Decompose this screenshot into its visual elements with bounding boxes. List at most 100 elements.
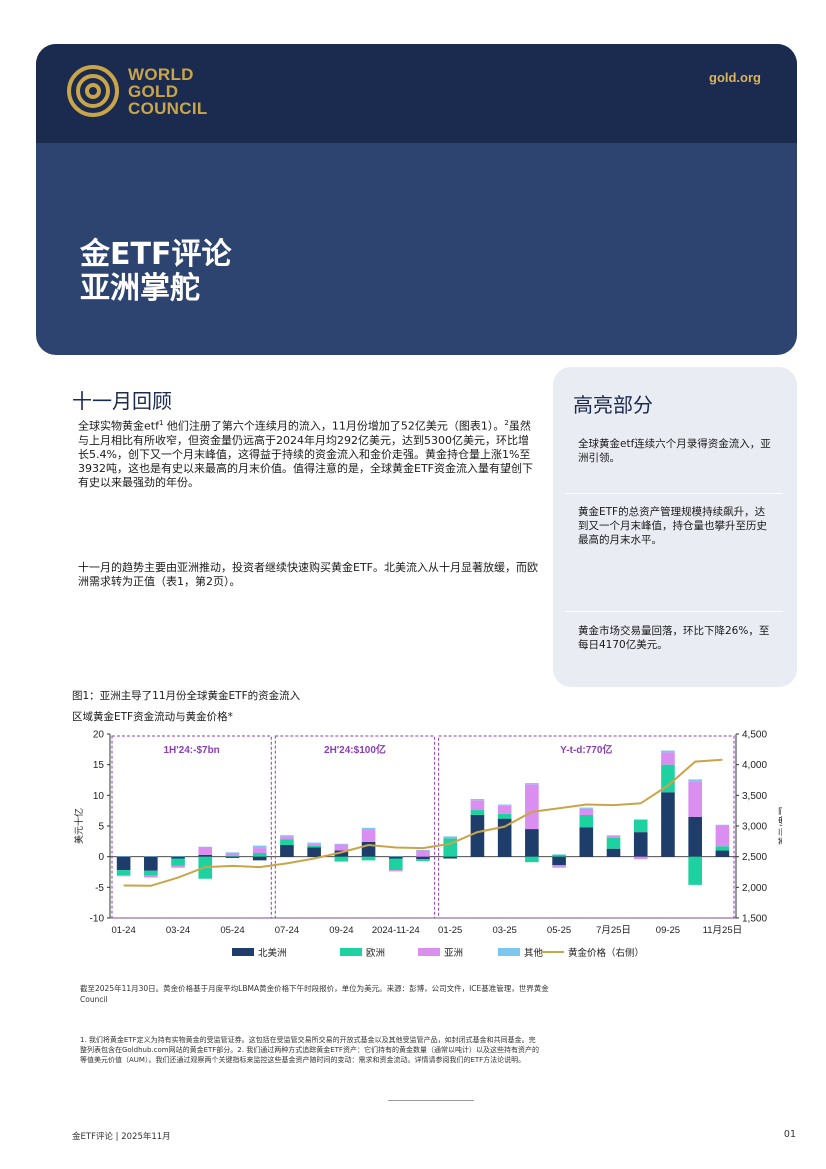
bar-segment-europe — [388, 858, 403, 871]
period-box — [438, 735, 735, 919]
bar-segment-north-america — [280, 845, 294, 857]
legend-label: 亚洲 — [444, 948, 463, 959]
x-tick-label: 03-24 — [166, 925, 190, 936]
bar-segment-other — [470, 799, 485, 801]
bar-segment-europe — [361, 856, 376, 861]
bar-segment-europe — [144, 870, 158, 876]
review-paragraph-1: 全球实物黄金etf1 他们注册了第六个连续月的流入，11月份增加了52亿美元（图… — [78, 416, 538, 491]
bar-segment-other — [443, 836, 458, 838]
para1-part-b: 他们注册了第六个连续月的流入，11月份增加了52亿美元（图表1）。 — [163, 419, 505, 433]
footnote-ref-2[interactable]: 2 — [504, 419, 509, 427]
bar-segment-north-america — [116, 856, 131, 871]
x-tick-label: 09-25 — [656, 925, 680, 936]
bar-segment-europe — [416, 859, 430, 861]
bar-segment-other — [633, 819, 648, 820]
x-tick-label: 05-25 — [547, 925, 571, 936]
bar-segment-north-america — [715, 850, 730, 857]
x-tick-label: 11月25日 — [703, 925, 742, 936]
bar-segment-north-america — [552, 856, 566, 866]
bar-segment-europe — [171, 858, 185, 866]
bar-segment-europe — [497, 813, 512, 819]
legend-swatch — [498, 948, 520, 956]
x-tick-label: 07-24 — [275, 925, 299, 936]
bar-segment-other — [198, 846, 213, 848]
bar-segment-other — [280, 835, 294, 837]
y2-tick-label: 3,000 — [742, 822, 767, 833]
bar-segment-asia — [116, 875, 131, 877]
bar-segment-north-america — [688, 816, 702, 857]
legend-label: 黄金价格（右侧） — [568, 947, 644, 959]
bar-segment-asia — [252, 848, 267, 853]
highlights-heading: 高亮部分 — [573, 393, 653, 417]
bar-segment-asia — [525, 784, 539, 830]
bar-segment-europe — [280, 839, 294, 846]
bar-segment-asia — [416, 850, 430, 857]
bar-segment-other — [606, 835, 621, 836]
bar-segment-asia — [280, 836, 294, 840]
bar-segment-north-america — [334, 850, 349, 857]
bar-segment-other — [225, 852, 240, 853]
bar-segment-other — [579, 807, 594, 809]
wgc-logo[interactable]: WORLD GOLD COUNCIL — [66, 64, 226, 126]
bar-segment-north-america — [225, 856, 240, 858]
bar-segment-other — [688, 779, 702, 782]
bar-segment-north-america — [470, 814, 485, 857]
bar-segment-europe — [225, 856, 240, 857]
etf-flow-chart: -10 -5 0 5 10 15 20 1,500 2,000 2,500 3,000 3,500 4,… — [73, 730, 782, 960]
bar-segment-other — [116, 856, 131, 857]
y2-axis-title: 美元/盎司 — [777, 806, 782, 845]
bar-segment-north-america — [307, 847, 321, 857]
x-tick-label: 01-25 — [438, 925, 462, 936]
bar-segment-other — [416, 849, 430, 851]
bar-segment-other — [552, 854, 566, 855]
period-annotation: Y-t-d:770亿 — [560, 743, 612, 756]
highlight-divider — [565, 493, 783, 494]
y2-tick-label: 2,000 — [742, 883, 767, 894]
bar-segment-europe — [606, 837, 621, 849]
bar-segment-europe — [633, 819, 648, 833]
title-line-2: 亚洲掌舵 — [80, 271, 200, 306]
period-annotation: 1H'24:-$7bn — [164, 745, 220, 756]
bar-segment-asia — [307, 843, 321, 846]
bar-segment-europe — [116, 870, 131, 876]
bar-segment-other — [497, 804, 512, 806]
title-line-1: 金ETF评论 — [80, 237, 232, 272]
site-link[interactable]: gold.org — [709, 70, 761, 85]
bar-segment-europe — [552, 854, 566, 857]
period-box — [274, 735, 436, 919]
y2-tick-label: 4,000 — [742, 760, 767, 771]
footnote-ref-1[interactable]: 1 — [158, 419, 164, 427]
legend-swatch — [232, 948, 254, 956]
figure-subtitle: 区域黄金ETF资金流动与黄金价格* — [72, 711, 233, 723]
bar-segment-north-america — [633, 832, 648, 857]
bar-segment-north-america — [525, 829, 539, 857]
footnotes: 1. 我们将黄金ETF定义为持有实物黄金的受监管证券。这包括在受监管交易所交易的… — [80, 1036, 539, 1064]
page-number: 01 — [783, 1129, 796, 1140]
bar-segment-other — [171, 856, 185, 857]
figure-title: 图1：亚洲主导了11月份全球黄金ETF的资金流入 — [72, 690, 301, 702]
page-title: 金ETF评论 亚洲掌舵 — [80, 238, 231, 306]
gold-price-line — [123, 758, 723, 887]
figure-note: 截至2025年11月30日。黄金价格基于月度平均LBMA黄金价格下午时段报价，单… — [80, 984, 549, 1004]
x-tick-label: 03-25 — [492, 925, 516, 936]
y-tick-label: 10 — [93, 791, 105, 802]
logo-line-gold: GOLD — [128, 82, 179, 101]
bar-segment-north-america — [388, 856, 403, 859]
highlight-item: 黄金ETF的总资产管理规模持续飙升，达到又一个月末峰值，持仓量也攀升至历史最高的… — [578, 506, 767, 546]
bar-segment-asia — [171, 865, 185, 868]
para1-part-a: 全球实物黄金etf — [78, 419, 159, 433]
legend-label: 其他 — [524, 947, 544, 959]
legend-swatch — [340, 948, 362, 956]
bar-segment-other — [361, 827, 376, 830]
bar-segment-europe — [525, 856, 539, 863]
x-tick-label: 05-24 — [220, 925, 244, 936]
bar-segment-north-america — [443, 856, 458, 859]
review-paragraph-2: 十一月的趋势主要由亚洲推动，投资者继续快速购买黄金ETF。北美流入从十月显著放缓… — [78, 561, 538, 589]
bar-segment-other — [252, 845, 267, 849]
bar-segment-asia — [661, 752, 675, 765]
y2-tick-label: 2,500 — [742, 852, 767, 863]
period-box — [111, 735, 272, 919]
y-tick-label: 5 — [98, 822, 104, 833]
bar-segment-north-america — [171, 856, 185, 859]
bar-segment-europe — [661, 764, 675, 793]
